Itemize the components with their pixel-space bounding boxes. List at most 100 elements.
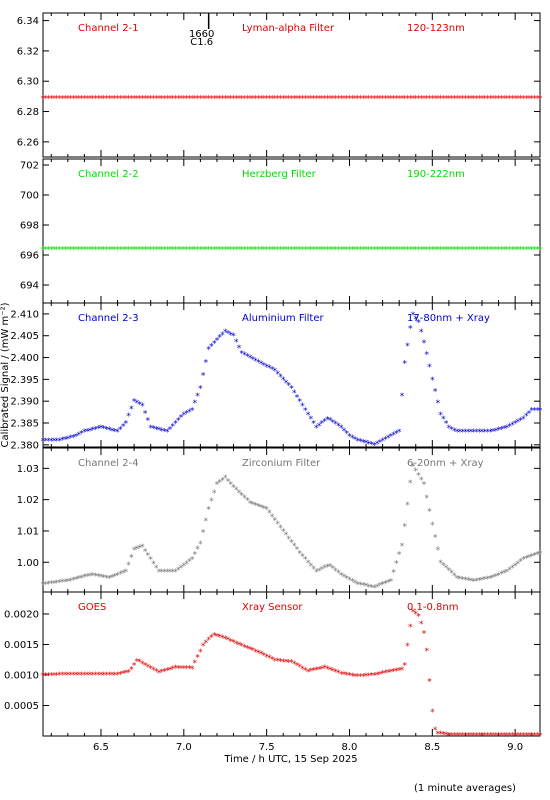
- data-point: *: [521, 94, 526, 104]
- data-point: *: [328, 246, 333, 256]
- data-point: *: [298, 94, 303, 104]
- data-point: *: [460, 428, 465, 438]
- data-point: *: [77, 94, 82, 104]
- data-point: *: [248, 646, 253, 656]
- data-point: *: [217, 246, 222, 256]
- data-point: *: [367, 583, 372, 593]
- data-point: *: [447, 424, 452, 434]
- data-point: *: [353, 672, 358, 682]
- data-point: *: [229, 246, 234, 256]
- data-point: *: [320, 566, 325, 576]
- data-point: *: [248, 246, 253, 256]
- data-point: *: [198, 94, 203, 104]
- data-point: *: [259, 650, 264, 660]
- data-point: *: [273, 657, 278, 667]
- data-point: *: [118, 94, 123, 104]
- data-point: *: [483, 94, 488, 104]
- data-point: *: [292, 542, 297, 552]
- data-point: *: [77, 671, 82, 681]
- data-point: *: [60, 246, 65, 256]
- data-point: *: [336, 569, 341, 579]
- data-point: *: [121, 246, 126, 256]
- data-point: *: [44, 246, 49, 256]
- data-point: *: [375, 440, 380, 450]
- data-point: *: [527, 554, 532, 564]
- data-point: *: [168, 94, 173, 104]
- data-point: *: [77, 431, 82, 441]
- data-point: *: [135, 399, 140, 409]
- data-point: *: [471, 428, 476, 438]
- data-point: *: [375, 246, 380, 256]
- data-point: *: [143, 662, 148, 672]
- data-point: *: [284, 94, 289, 104]
- data-point: *: [389, 578, 394, 588]
- data-point: *: [190, 556, 195, 566]
- data-point: *: [369, 583, 374, 593]
- data-point: *: [115, 571, 120, 581]
- data-point: *: [240, 246, 245, 256]
- data-point: *: [422, 629, 427, 639]
- data-point: *: [55, 671, 60, 681]
- panel-label-2: Zirconium Filter: [242, 458, 321, 469]
- x-tick-label: 9.0: [507, 742, 523, 753]
- data-point: *: [485, 428, 490, 438]
- data-point: *: [176, 664, 181, 674]
- data-point: *: [513, 94, 518, 104]
- data-point: *: [488, 246, 493, 256]
- y-tick-label: 2.400: [10, 353, 39, 364]
- data-point: *: [201, 246, 206, 256]
- data-point: *: [516, 418, 521, 428]
- data-point: *: [273, 517, 278, 527]
- data-point: *: [367, 94, 372, 104]
- data-point: *: [438, 94, 443, 104]
- data-point: *: [220, 331, 225, 341]
- data-point: *: [198, 246, 203, 256]
- data-point: *: [441, 246, 446, 256]
- panel-5: 0.00050.00100.00150.0020****************…: [4, 591, 543, 741]
- data-point: *: [253, 501, 258, 511]
- data-point: *: [494, 427, 499, 437]
- data-point: *: [41, 437, 46, 447]
- data-point: *: [463, 94, 468, 104]
- data-point: *: [364, 246, 369, 256]
- data-point: *: [358, 581, 363, 591]
- data-point: *: [518, 246, 523, 256]
- data-point: *: [298, 246, 303, 256]
- data-point: *: [204, 94, 209, 104]
- data-point: *: [322, 418, 327, 428]
- data-point: *: [231, 246, 236, 256]
- data-point: *: [314, 424, 319, 434]
- data-point: *: [527, 246, 532, 256]
- data-point: *: [422, 246, 427, 256]
- data-point: *: [124, 246, 129, 256]
- data-point: *: [477, 577, 482, 587]
- data-point: *: [361, 246, 366, 256]
- panel-3: 2.3802.3852.3902.3952.4002.4052.410*****…: [10, 302, 543, 451]
- data-point: *: [433, 388, 438, 398]
- data-point: *: [328, 417, 333, 427]
- y-tick-label: 6.34: [17, 16, 39, 27]
- data-point: *: [74, 575, 79, 585]
- data-point: *: [380, 437, 385, 447]
- data-point: *: [63, 246, 68, 256]
- data-point: *: [474, 577, 479, 587]
- data-point: *: [93, 425, 98, 435]
- data-point: *: [176, 417, 181, 427]
- data-point: *: [140, 246, 145, 256]
- data-point: *: [60, 671, 65, 681]
- data-point: *: [256, 246, 261, 256]
- data-point: *: [267, 509, 272, 519]
- data-point: *: [455, 94, 460, 104]
- data-point: *: [77, 575, 82, 585]
- data-point: *: [391, 569, 396, 579]
- data-point: *: [129, 94, 134, 104]
- data-point: *: [289, 659, 294, 669]
- data-point: *: [391, 246, 396, 256]
- data-point: *: [339, 246, 344, 256]
- data-point: *: [411, 94, 416, 104]
- data-point: *: [234, 94, 239, 104]
- data-point: *: [68, 577, 73, 587]
- data-point: *: [369, 441, 374, 451]
- data-point: *: [215, 481, 220, 491]
- data-point: *: [173, 664, 178, 674]
